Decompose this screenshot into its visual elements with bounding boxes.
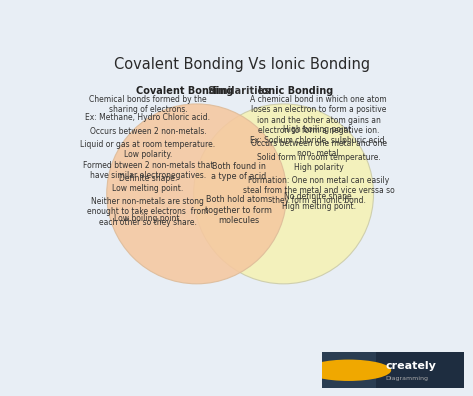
Text: Ex: Methane, Hydro Chloric acid.: Ex: Methane, Hydro Chloric acid. [86,113,210,122]
Text: Formed btween 2 non-metals that
have similar electronegatives.: Formed btween 2 non-metals that have sim… [83,161,213,180]
Text: High melting point.: High melting point. [281,202,356,211]
Circle shape [107,104,287,284]
Text: Low boiling point.: Low boiling point. [114,214,182,223]
Text: Chemical bonds formed by the
sharing of electrons.: Chemical bonds formed by the sharing of … [89,95,207,114]
Text: Similarities: Similarities [207,86,270,96]
Text: Occurs between 2 non-metals.: Occurs between 2 non-metals. [89,127,206,136]
Text: A chemical bond in which one atom
loses an electron to form a positive
ion and t: A chemical bond in which one atom loses … [250,95,387,135]
Text: Formation: One non metal can easily
steal from the metal and vice verssa so
they: Formation: One non metal can easily stea… [243,175,394,206]
Text: Ionic Bonding: Ionic Bonding [258,86,333,96]
FancyBboxPatch shape [322,352,464,388]
Text: Neither non-metals are stong
enought to take electrons  from
each other so they : Neither non-metals are stong enought to … [87,197,209,227]
Text: creately: creately [385,361,437,371]
Text: Low melting point.: Low melting point. [112,183,184,192]
Text: Liquid or gas at room temperature.: Liquid or gas at room temperature. [80,140,215,148]
Text: High polarity: High polarity [294,163,343,172]
Text: Definite shape.: Definite shape. [119,174,177,183]
Text: Covalent Bonding Vs Ionic Bonding: Covalent Bonding Vs Ionic Bonding [114,57,370,72]
Text: Low polarity.: Low polarity. [124,150,172,159]
Text: Both found in
a type of acid: Both found in a type of acid [211,162,266,181]
Text: High boiling point.
Ex: Sodium chloride, sulphuric acid.: High boiling point. Ex: Sodium chloride,… [250,125,387,145]
Bar [322,352,376,388]
Text: Covalent Bonding: Covalent Bonding [136,86,233,96]
Text: Occurs between one metal and one
non- metal.: Occurs between one metal and one non- me… [251,139,386,158]
Text: Diagramming: Diagramming [385,375,429,381]
Text: No definite shape.: No definite shape. [284,192,354,201]
Circle shape [193,104,374,284]
Text: Solid form in room temperature.: Solid form in room temperature. [257,153,380,162]
Text: Both hold atoms
together to form
molecules: Both hold atoms together to form molecul… [205,195,272,225]
Circle shape [306,360,391,381]
